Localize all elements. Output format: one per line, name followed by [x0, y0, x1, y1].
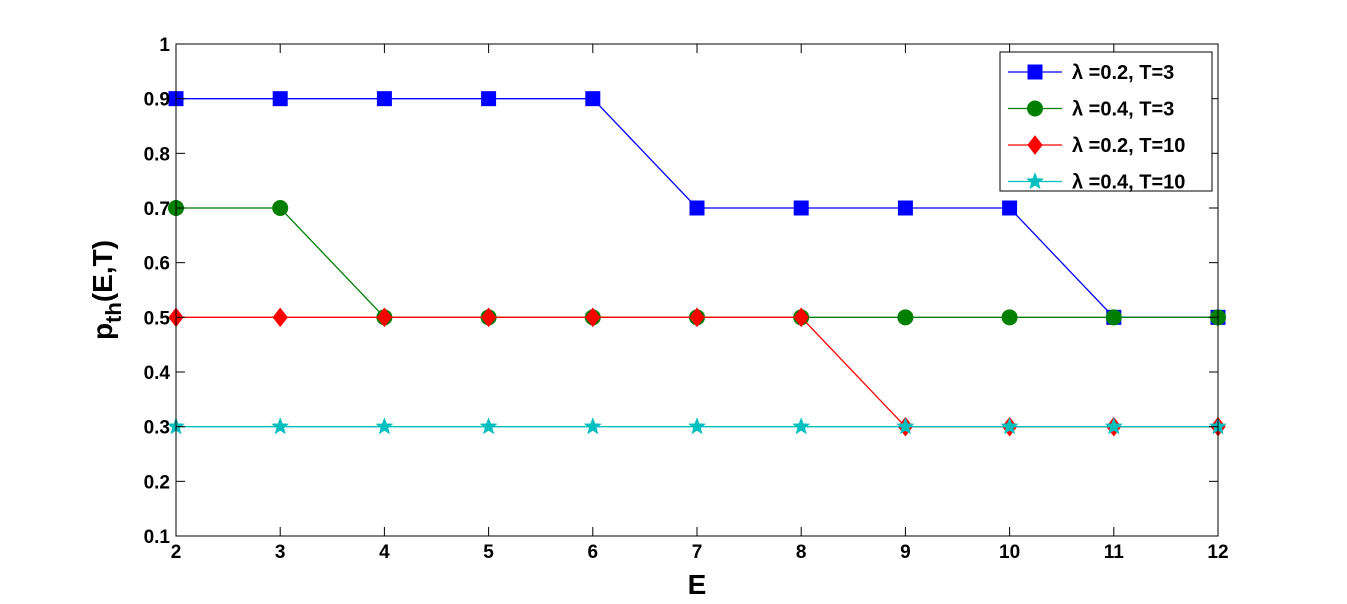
legend-swatch-marker	[1026, 172, 1044, 190]
tick-labels-layer: 2 3 4 5 6 7 8 9 10 11 12 0.1 0.2 0.3 0.4 0.5 0.6 0.7 0.8 0.…	[144, 35, 1229, 563]
series-2-point	[1001, 309, 1018, 326]
y-tick-label: 0.3	[144, 418, 170, 439]
x-tick-label: 8	[796, 542, 807, 563]
legend-items: λ =0.2, T=3 λ =0.4, T=3 λ =0.2, T=10 λ =0.4…	[1008, 62, 1185, 194]
series-3-point	[585, 307, 601, 328]
series-3-point	[689, 307, 705, 328]
series-1-point	[376, 91, 392, 107]
y-tick-label: 0.4	[144, 363, 171, 384]
series-layer	[167, 91, 1227, 437]
series-2-point	[272, 200, 289, 216]
series-3-point	[793, 307, 809, 328]
series-1	[168, 91, 1226, 325]
y-tick-label: 0.9	[144, 90, 170, 111]
x-tick-label: 6	[588, 542, 599, 563]
x-tick-label: 9	[900, 542, 911, 563]
series-1-point	[689, 200, 705, 216]
legend-label: λ =0.4, T=10	[1072, 172, 1185, 194]
y-tick-label: 0.7	[144, 199, 170, 220]
y-tick-label: 0.2	[144, 472, 170, 493]
series-1-point	[793, 200, 809, 216]
series-4-point	[583, 417, 602, 435]
legend-label: λ =0.4, T=3	[1072, 99, 1174, 121]
y-tick-label: 0.8	[144, 144, 170, 165]
x-tick-label: 7	[692, 542, 703, 563]
series-3-point	[272, 307, 288, 328]
series-2-point	[1105, 309, 1122, 326]
series-4-point	[1000, 417, 1019, 435]
y-tick-label: 0.6	[144, 254, 170, 275]
x-tick-label: 12	[1207, 542, 1228, 563]
series-4-point	[375, 417, 394, 435]
series-1-point	[272, 91, 288, 107]
series-4-point	[792, 417, 811, 435]
series-3-point	[376, 307, 393, 328]
series-4-point	[1104, 417, 1123, 435]
series-1-point	[481, 91, 497, 107]
x-tick-label: 5	[483, 542, 494, 563]
legend-label: λ =0.2, T=10	[1072, 135, 1185, 157]
y-axis-label-rest: (E,T)	[87, 240, 118, 302]
y-tick-label: 1	[159, 35, 170, 56]
y-axis-label-base: p	[87, 323, 118, 340]
x-tick-label: 3	[275, 542, 286, 563]
series-4-point	[479, 417, 498, 435]
legend: λ =0.2, T=3 λ =0.4, T=3 λ =0.2, T=10 λ =0.4…	[999, 51, 1213, 194]
x-tick-label: 4	[379, 542, 390, 563]
x-tick-label: 11	[1104, 542, 1125, 563]
y-axis-label-subscript: th	[101, 302, 126, 323]
ticks-layer	[175, 43, 1219, 537]
series-2-point	[897, 309, 914, 326]
series-3-point	[480, 307, 497, 328]
x-tick-label: 10	[999, 542, 1020, 563]
series-4-point	[688, 417, 706, 435]
series-4-point	[896, 417, 915, 435]
series-1-point	[585, 91, 601, 107]
x-axis-label: E	[688, 569, 707, 600]
y-tick-label: 0.5	[144, 308, 171, 329]
series-1-point	[897, 200, 913, 216]
legend-swatch-marker	[1027, 135, 1043, 155]
series-1-point	[1002, 200, 1018, 216]
legend-swatch-marker	[1027, 100, 1043, 117]
y-axis-label: pth(E,T)	[87, 240, 126, 340]
x-tick-label: 2	[171, 542, 182, 563]
legend-label: λ =0.2, T=3	[1072, 62, 1174, 84]
legend-swatch-marker	[1027, 64, 1043, 80]
series-4-point	[271, 417, 290, 435]
y-tick-label: 0.1	[144, 527, 171, 548]
